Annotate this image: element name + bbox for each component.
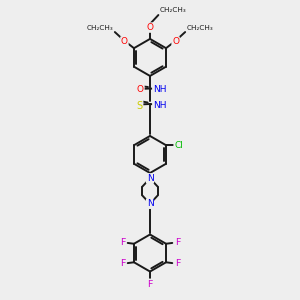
Text: CH₂CH₃: CH₂CH₃ <box>187 25 213 31</box>
Text: S: S <box>136 100 142 110</box>
Text: NH: NH <box>153 101 166 110</box>
Text: F: F <box>175 259 180 268</box>
Text: O: O <box>172 37 179 46</box>
Text: CH₂CH₃: CH₂CH₃ <box>87 25 113 31</box>
Text: F: F <box>120 259 125 268</box>
Text: O: O <box>146 23 154 32</box>
Text: NH: NH <box>153 85 166 94</box>
Text: F: F <box>175 238 180 247</box>
Text: F: F <box>147 280 153 289</box>
Text: F: F <box>120 238 125 247</box>
Text: Cl: Cl <box>174 141 183 150</box>
Text: O: O <box>137 85 144 94</box>
Text: N: N <box>147 174 153 183</box>
Text: CH₂CH₃: CH₂CH₃ <box>160 7 187 13</box>
Text: N: N <box>147 199 153 208</box>
Text: O: O <box>121 37 128 46</box>
